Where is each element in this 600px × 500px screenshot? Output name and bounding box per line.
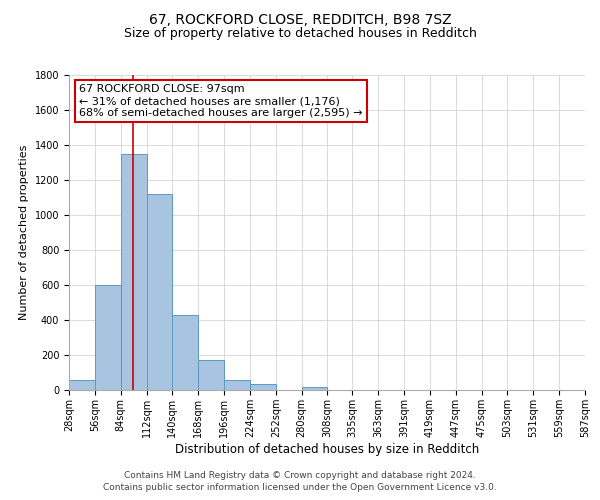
Bar [95,285,121,390]
Bar [302,386,328,390]
Bar [250,384,276,390]
Text: Contains public sector information licensed under the Open Government Licence v3: Contains public sector information licen… [103,484,497,492]
Text: Size of property relative to detached houses in Redditch: Size of property relative to detached ho… [124,28,476,40]
Bar [69,380,95,390]
Text: Contains HM Land Registry data © Crown copyright and database right 2024.: Contains HM Land Registry data © Crown c… [124,471,476,480]
Bar [121,154,146,390]
Bar [172,315,198,390]
Y-axis label: Number of detached properties: Number of detached properties [19,145,29,320]
Bar [146,194,172,390]
Bar [198,360,224,390]
Text: 67, ROCKFORD CLOSE, REDDITCH, B98 7SZ: 67, ROCKFORD CLOSE, REDDITCH, B98 7SZ [149,12,451,26]
Text: 67 ROCKFORD CLOSE: 97sqm
← 31% of detached houses are smaller (1,176)
68% of sem: 67 ROCKFORD CLOSE: 97sqm ← 31% of detach… [79,84,363,117]
X-axis label: Distribution of detached houses by size in Redditch: Distribution of detached houses by size … [175,442,479,456]
Bar [224,380,250,390]
